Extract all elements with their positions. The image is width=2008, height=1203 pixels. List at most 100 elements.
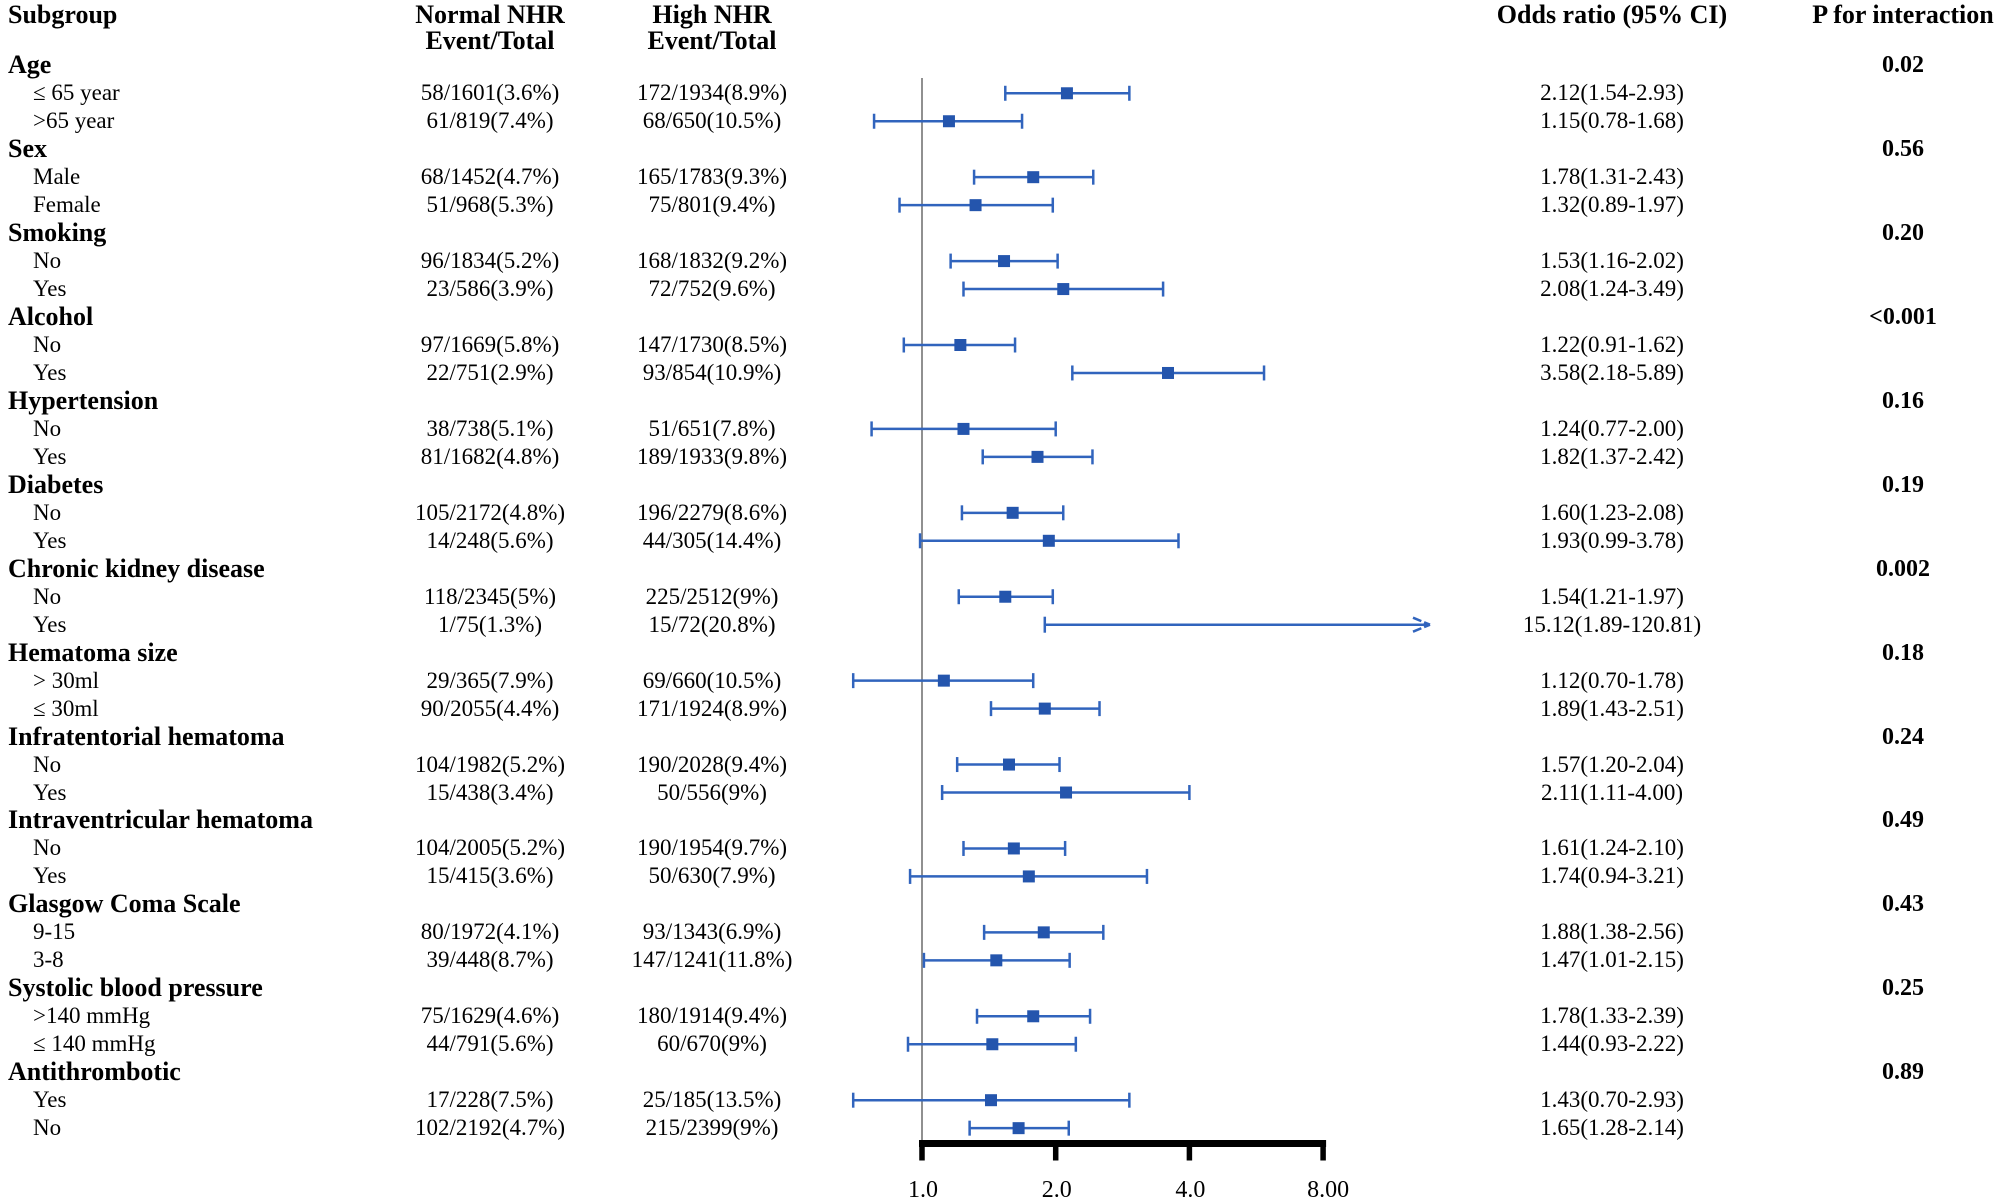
p-interaction-value: 0.002: [1876, 555, 1930, 582]
p-interaction-value: 0.02: [1882, 52, 1924, 79]
or-point-square: [954, 339, 967, 351]
subgroup-group-label: Antithrombotic: [8, 1057, 181, 1087]
subgroup-group-label: Sex: [8, 134, 47, 164]
high-nhr-event-total: 190/1954(9.7%): [636, 835, 788, 861]
x-axis-tick-label: 2.0: [1042, 1177, 1072, 1203]
or-point-square: [990, 954, 1003, 967]
p-interaction-value: 0.43: [1882, 891, 1924, 918]
odds-ratio-ci-text: 1.93(0.99-3.78): [1540, 527, 1684, 553]
subgroup-item-label: No: [33, 415, 62, 441]
high-nhr-event-total: 50/630(7.9%): [648, 863, 776, 889]
p-interaction-value: 0.49: [1882, 807, 1924, 834]
p-interaction-value: <0.001: [1869, 304, 1937, 331]
or-point-square: [1038, 702, 1051, 715]
subgroup-group-label: Smoking: [8, 218, 107, 248]
normal-nhr-event-total: 118/2345(5%): [423, 583, 557, 609]
or-point-square: [1060, 786, 1073, 799]
column-header-odds-ratio: Odds ratio (95% CI): [1496, 0, 1728, 29]
or-point-square: [1027, 171, 1040, 184]
x-axis-tick-label: 4.0: [1175, 1177, 1205, 1203]
subgroup-item-label: No: [33, 835, 62, 861]
subgroup-group-label: Alcohol: [8, 302, 94, 332]
odds-ratio-ci-text: 2.11(1.11-4.00): [1540, 779, 1684, 805]
or-point-square: [984, 1094, 997, 1107]
high-nhr-event-total: 189/1933(9.8%): [636, 443, 788, 469]
high-nhr-event-total: 190/2028(9.4%): [636, 751, 788, 777]
high-nhr-event-total: 196/2279(8.6%): [636, 499, 788, 525]
p-interaction-value: 0.18: [1882, 639, 1924, 666]
or-point-square: [999, 590, 1012, 603]
or-point-square: [1022, 870, 1035, 883]
ci-arrowhead-lower: [1412, 623, 1431, 633]
p-interaction-value: 0.24: [1882, 723, 1924, 750]
subgroup-group-label: Intraventricular hematoma: [8, 805, 313, 835]
odds-ratio-ci-text: 1.32(0.89-1.97): [1540, 192, 1684, 218]
odds-ratio-ci-text: 1.43(0.70-2.93): [1540, 1087, 1684, 1113]
high-nhr-event-total: 51/651(7.8%): [648, 415, 776, 441]
normal-nhr-event-total: 102/2192(4.7%): [414, 1115, 566, 1141]
or-point-square: [969, 199, 982, 212]
subgroup-item-label: Yes: [33, 863, 67, 889]
normal-nhr-event-total: 80/1972(4.1%): [420, 919, 560, 945]
normal-nhr-event-total: 104/2005(5.2%): [414, 835, 566, 861]
x-axis-tick-label: 1.0: [908, 1177, 938, 1203]
normal-nhr-event-total: 104/1982(5.2%): [414, 751, 566, 777]
p-interaction-value: 0.56: [1882, 136, 1924, 163]
normal-nhr-event-total: 68/1452(4.7%): [420, 164, 560, 190]
normal-nhr-event-total: 38/738(5.1%): [426, 415, 554, 441]
odds-ratio-ci-text: 3.58(2.18-5.89): [1540, 359, 1684, 385]
normal-nhr-event-total: 1/75(1.3%): [437, 611, 543, 637]
normal-nhr-event-total: 81/1682(4.8%): [420, 443, 560, 469]
odds-ratio-ci-text: 1.74(0.94-3.21): [1540, 863, 1684, 889]
subgroup-item-label: Yes: [33, 443, 67, 469]
or-point-square: [942, 115, 955, 128]
odds-ratio-ci-text: 1.53(1.16-2.02): [1540, 248, 1684, 274]
normal-nhr-event-total: 15/438(3.4%): [426, 779, 554, 805]
column-header-high-nhr-line1: High NHR: [652, 0, 772, 29]
odds-ratio-ci-text: 1.78(1.31-2.43): [1540, 164, 1684, 190]
odds-ratio-ci-text: 1.54(1.21-1.97): [1540, 583, 1684, 609]
subgroup-group-label: Hypertension: [8, 385, 159, 415]
or-point-square: [1003, 758, 1016, 771]
subgroup-group-label: Glasgow Coma Scale: [8, 889, 241, 919]
normal-nhr-event-total: 15/415(3.6%): [426, 863, 554, 889]
subgroup-item-label: Yes: [33, 359, 67, 385]
subgroup-item-label: No: [33, 332, 62, 357]
subgroup-item-label: No: [33, 583, 62, 609]
odds-ratio-ci-text: 1.15(0.78-1.68): [1540, 108, 1684, 134]
subgroup-item-label: Yes: [33, 611, 67, 637]
high-nhr-event-total: 168/1832(9.2%): [636, 248, 788, 274]
or-point-square: [1042, 534, 1055, 547]
subgroup-group-label: Chronic kidney disease: [8, 553, 265, 583]
high-nhr-event-total: 93/854(10.9%): [642, 359, 782, 385]
high-nhr-event-total: 75/801(9.4%): [648, 192, 776, 218]
odds-ratio-ci-text: 1.22(0.91-1.62): [1540, 332, 1684, 357]
or-point-square: [957, 422, 970, 435]
or-point-square: [1031, 450, 1044, 463]
ci-arrowhead-upper: [1412, 616, 1431, 626]
odds-ratio-ci-text: 2.12(1.54-2.93): [1540, 80, 1684, 106]
subgroup-item-label: >65 year: [33, 108, 115, 134]
high-nhr-event-total: 68/650(10.5%): [642, 108, 782, 134]
high-nhr-event-total: 147/1730(8.5%): [636, 332, 788, 357]
or-point-square: [1007, 842, 1020, 855]
subgroup-item-label: No: [33, 499, 62, 525]
or-point-square: [998, 255, 1011, 268]
normal-nhr-event-total: 96/1834(5.2%): [420, 248, 560, 274]
odds-ratio-ci-text: 1.24(0.77-2.00): [1540, 415, 1684, 441]
odds-ratio-ci-text: 1.44(0.93-2.22): [1540, 1031, 1684, 1057]
column-header-high-nhr-line2: Event/Total: [647, 26, 777, 55]
high-nhr-event-total: 225/2512(9%): [645, 583, 779, 609]
high-nhr-event-total: 72/752(9.6%): [648, 276, 776, 302]
or-point-square: [1012, 1122, 1025, 1135]
odds-ratio-ci-text: 15.12(1.89-120.81): [1522, 611, 1702, 637]
or-point-square: [1162, 366, 1175, 379]
subgroup-group-label: Diabetes: [8, 469, 104, 499]
subgroup-item-label: 9-15: [33, 919, 76, 945]
normal-nhr-event-total: 61/819(7.4%): [426, 108, 554, 134]
high-nhr-event-total: 172/1934(8.9%): [636, 80, 788, 106]
odds-ratio-ci-text: 1.89(1.43-2.51): [1540, 695, 1684, 721]
subgroup-item-label: 3-8: [33, 947, 64, 973]
or-point-square: [937, 674, 950, 687]
high-nhr-event-total: 165/1783(9.3%): [636, 164, 788, 190]
